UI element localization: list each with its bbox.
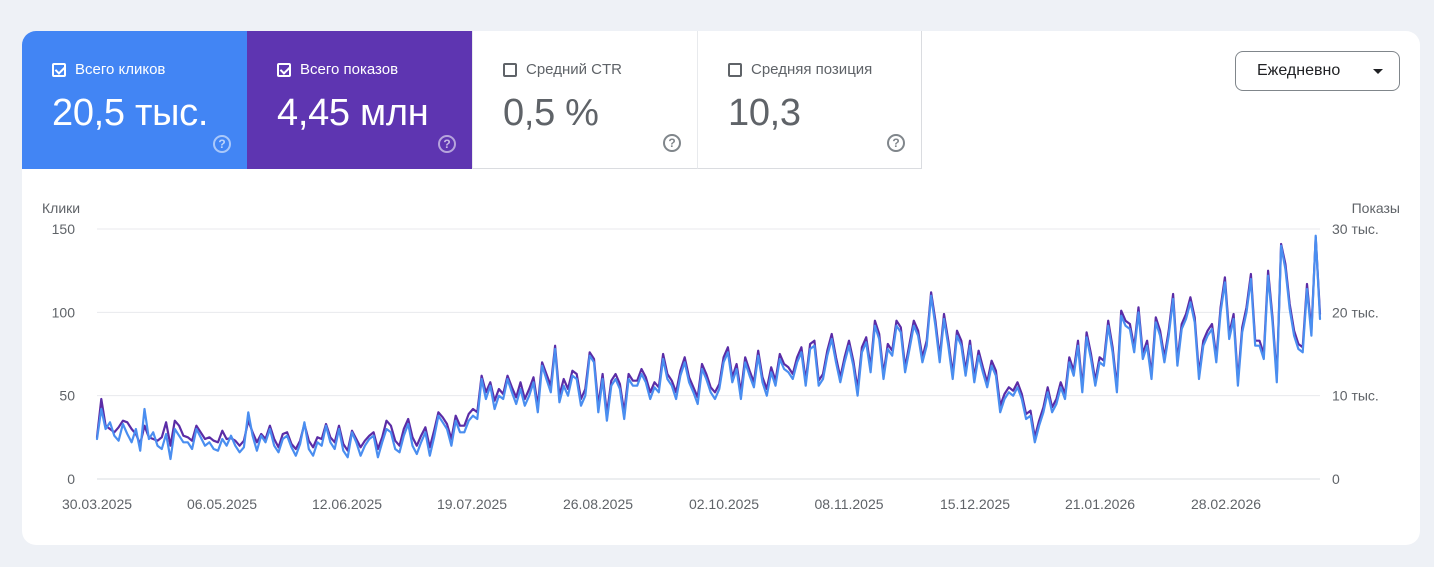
metric-label: Средний CTR [526,61,622,78]
checkbox-unchecked-icon[interactable] [728,62,742,77]
x-tick-label: 28.02.2026 [1191,496,1261,512]
caret-down-icon [1373,69,1383,74]
checkbox-unchecked-icon[interactable] [503,62,517,77]
metric-value: 4,45 млн [277,92,429,134]
x-tick-label: 26.08.2025 [563,496,633,512]
metric-average-ctr[interactable]: Средний CTR 0,5 % ? [472,31,697,169]
left-tick-label: 50 [59,388,75,404]
x-tick-label: 02.10.2025 [689,496,759,512]
question-circle-icon[interactable]: ? [213,135,231,153]
performance-chart: 150 30 тыс. 100 20 тыс. 50 10 тыс. 0 0 Клики Пока… [42,200,1400,512]
series-line-clicks [95,234,1322,461]
performance-card: Всего кликов 20,5 тыс. ? Всего показов 4… [22,31,1420,545]
left-tick-label: 150 [52,221,76,237]
left-axis-title: Клики [42,200,80,216]
left-tick-label: 100 [52,304,76,320]
right-tick-label: 10 тыс. [1332,388,1379,404]
right-tick-label: 30 тыс. [1332,221,1379,237]
x-tick-label: 12.06.2025 [312,496,382,512]
left-tick-label: 0 [67,471,75,487]
metric-label: Всего показов [300,61,399,78]
checkbox-checked-icon[interactable] [52,62,66,77]
x-tick-label: 15.12.2025 [940,496,1010,512]
x-tick-label: 30.03.2025 [62,496,132,512]
question-circle-icon[interactable]: ? [663,134,681,152]
right-tick-label: 0 [1332,471,1340,487]
right-tick-label: 20 тыс. [1332,304,1379,320]
x-tick-label: 06.05.2025 [187,496,257,512]
metric-total-clicks[interactable]: Всего кликов 20,5 тыс. ? [22,31,247,169]
metric-average-position[interactable]: Средняя позиция 10,3 ? [697,31,922,169]
question-circle-icon[interactable]: ? [887,134,905,152]
metric-value: 20,5 тыс. [52,92,209,134]
metric-label: Всего кликов [75,61,166,78]
x-tick-label: 21.01.2026 [1065,496,1135,512]
x-tick-label: 19.07.2025 [437,496,507,512]
checkbox-checked-icon[interactable] [277,62,291,77]
metric-value: 10,3 [728,92,801,134]
metric-total-impressions[interactable]: Всего показов 4,45 млн ? [247,31,472,169]
metric-value: 0,5 % [503,92,599,134]
right-axis-title: Показы [1352,200,1400,216]
period-dropdown[interactable]: Ежедневно [1235,51,1400,91]
period-dropdown-value: Ежедневно [1257,62,1341,79]
series-line-impressions [95,236,1322,452]
x-tick-label: 08.11.2025 [814,496,883,512]
question-circle-icon[interactable]: ? [438,135,456,153]
metric-label: Средняя позиция [751,61,873,78]
